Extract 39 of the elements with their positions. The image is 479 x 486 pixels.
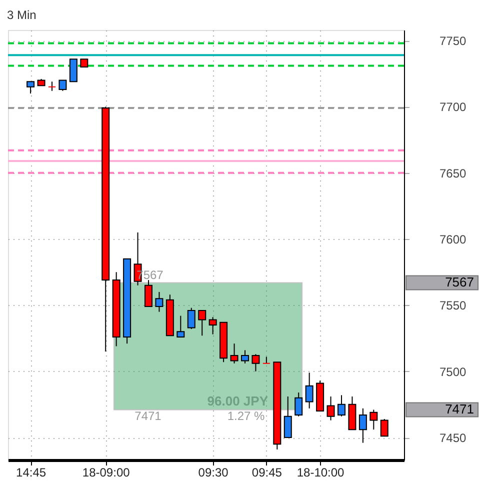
candlestick <box>240 350 249 364</box>
x-tick-label: 09:30 <box>198 466 229 480</box>
candlestick <box>198 310 206 336</box>
annotation: 7471 <box>134 409 162 423</box>
candlestick <box>48 81 56 92</box>
candlestick <box>337 394 346 417</box>
candlestick <box>155 291 164 312</box>
candlestick <box>380 418 388 437</box>
x-tick-label: 14:45 <box>16 466 46 480</box>
candlestick <box>187 307 196 330</box>
x-tick-label: 18-09:00 <box>82 466 130 480</box>
candlestick <box>294 392 303 417</box>
candlestick <box>326 396 335 421</box>
candlestick <box>358 408 367 444</box>
y-tick-label: 7500 <box>440 364 467 379</box>
candlestick <box>284 396 292 438</box>
x-tick-label: 09:45 <box>252 466 282 480</box>
candlestick <box>230 343 238 364</box>
candlestick <box>69 58 78 82</box>
candlestick <box>262 356 270 364</box>
candlestick <box>208 316 217 335</box>
chart-title: 3 Min <box>7 8 36 22</box>
candlestick <box>305 372 314 409</box>
candlestick <box>252 354 260 372</box>
text: 7567 <box>445 274 474 290</box>
y-tick-label: 7650 <box>440 166 467 180</box>
y-tick-label: 7600 <box>440 232 467 247</box>
y-tick-label: 7550 <box>440 298 467 313</box>
candlestick <box>58 80 67 92</box>
y-tick-label: 7700 <box>440 100 467 114</box>
y-tick-label: 7450 <box>440 431 467 446</box>
annotation: 1.27 % <box>227 409 266 423</box>
candlestick <box>144 280 152 308</box>
candlestick <box>370 409 378 430</box>
y-tick-label: 7750 <box>440 34 467 48</box>
candlestick <box>26 81 35 94</box>
text: 7471 <box>445 402 474 417</box>
x-tick-label: 18-10:00 <box>296 466 345 480</box>
candlestick <box>176 315 185 338</box>
